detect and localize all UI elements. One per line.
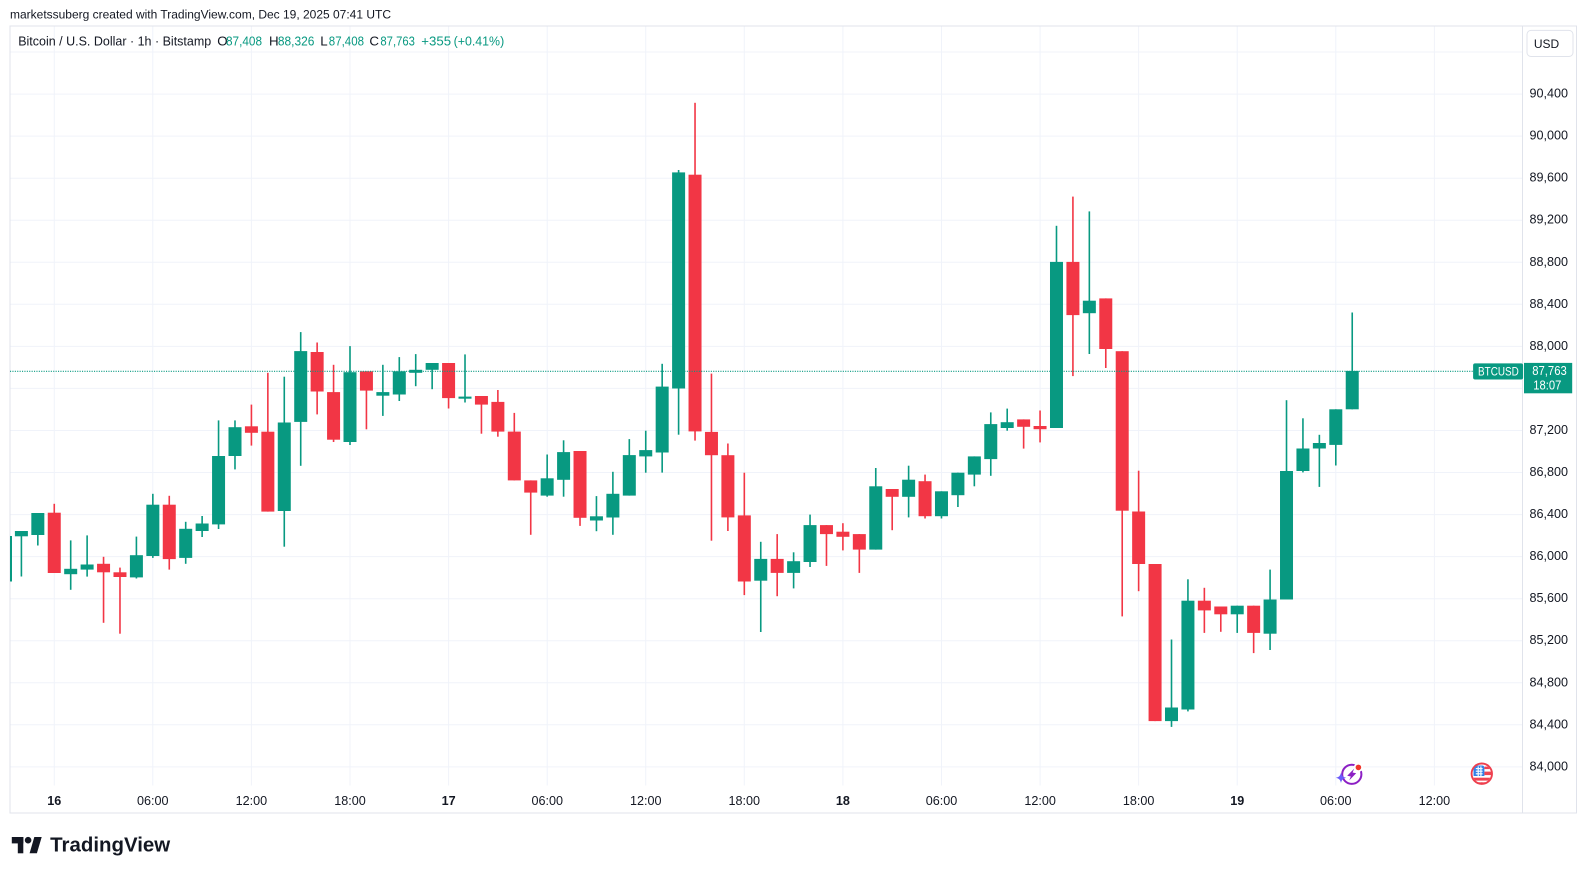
svg-text:88,400: 88,400	[1529, 297, 1568, 311]
svg-text:87,763: 87,763	[380, 34, 415, 49]
svg-text:TradingView: TradingView	[50, 835, 170, 857]
svg-text:85,600: 85,600	[1529, 591, 1568, 605]
svg-text:87,763: 87,763	[1532, 364, 1567, 378]
svg-text:86,000: 86,000	[1529, 549, 1568, 563]
svg-text:88,000: 88,000	[1529, 339, 1568, 353]
svg-text:18:00: 18:00	[1123, 794, 1155, 808]
svg-text:87,408: 87,408	[226, 34, 262, 49]
svg-text:16: 16	[47, 794, 61, 808]
svg-text:marketssuberg created with Tra: marketssuberg created with TradingView.c…	[10, 8, 391, 22]
svg-text:88,800: 88,800	[1529, 255, 1568, 269]
svg-text:06:00: 06:00	[531, 794, 563, 808]
svg-text:19: 19	[1230, 794, 1244, 808]
svg-text:BTCUSD: BTCUSD	[1478, 365, 1519, 379]
svg-text:87,200: 87,200	[1529, 423, 1568, 437]
svg-text:89,200: 89,200	[1529, 213, 1568, 227]
svg-text:O: O	[217, 34, 227, 49]
svg-text:L: L	[320, 34, 327, 49]
svg-text:12:00: 12:00	[236, 794, 268, 808]
svg-text:18:00: 18:00	[729, 794, 761, 808]
svg-text:90,000: 90,000	[1529, 129, 1568, 143]
svg-text:89,600: 89,600	[1529, 171, 1568, 185]
svg-text:06:00: 06:00	[926, 794, 958, 808]
svg-text:84,400: 84,400	[1529, 717, 1568, 731]
svg-text:17: 17	[442, 794, 456, 808]
svg-text:(+0.41%): (+0.41%)	[454, 34, 505, 49]
svg-text:85,200: 85,200	[1529, 633, 1568, 647]
svg-text:18: 18	[836, 794, 850, 808]
svg-text:84,000: 84,000	[1529, 759, 1568, 773]
svg-text:12:00: 12:00	[1024, 794, 1056, 808]
svg-text:06:00: 06:00	[1320, 794, 1352, 808]
svg-text:12:00: 12:00	[630, 794, 662, 808]
svg-text:Bitcoin / U.S. Dollar · 1h · B: Bitcoin / U.S. Dollar · 1h · Bitstamp	[18, 34, 211, 49]
svg-text:88,326: 88,326	[278, 34, 315, 49]
svg-text:H: H	[269, 34, 279, 49]
svg-text:+355: +355	[421, 34, 451, 49]
svg-text:18:00: 18:00	[334, 794, 366, 808]
svg-text:86,800: 86,800	[1529, 465, 1568, 479]
svg-text:87,408: 87,408	[329, 34, 364, 49]
svg-text:18:07: 18:07	[1533, 379, 1561, 393]
svg-text:06:00: 06:00	[137, 794, 169, 808]
svg-text:84,800: 84,800	[1529, 675, 1568, 689]
svg-text:USD: USD	[1534, 37, 1560, 51]
svg-text:90,400: 90,400	[1529, 87, 1568, 101]
svg-text:C: C	[369, 34, 379, 49]
svg-text:86,400: 86,400	[1529, 507, 1568, 521]
svg-text:12:00: 12:00	[1419, 794, 1451, 808]
